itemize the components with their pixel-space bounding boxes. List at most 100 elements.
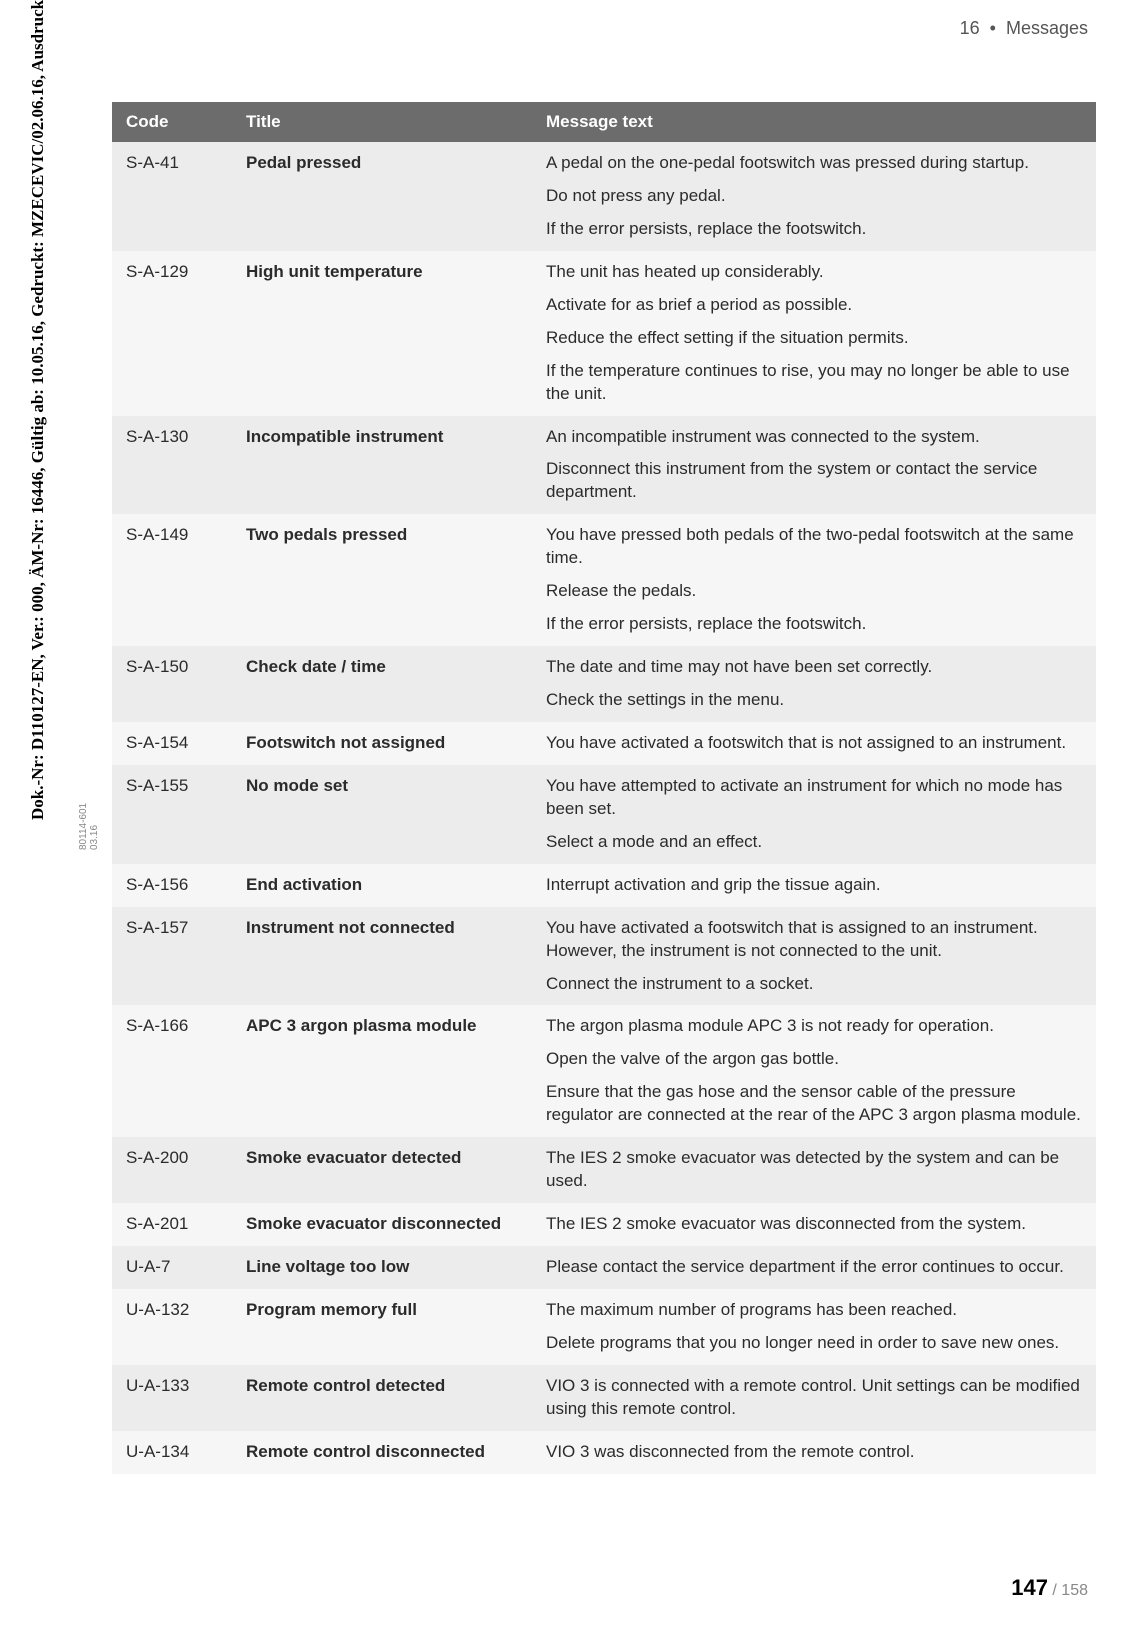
title-cell: Instrument not connected	[232, 907, 532, 1006]
message-cell: VIO 3 was disconnected from the remote c…	[532, 1431, 1096, 1474]
title-cell: Smoke evacuator detected	[232, 1137, 532, 1203]
message-paragraph: You have pressed both pedals of the two-…	[546, 524, 1082, 570]
title-cell: Remote control detected	[232, 1365, 532, 1431]
code-cell: S-A-41	[112, 142, 232, 251]
message-cell: You have attempted to activate an instru…	[532, 765, 1096, 864]
code-cell: S-A-155	[112, 765, 232, 864]
table-row: S-A-200Smoke evacuator detected The IES 2…	[112, 1137, 1096, 1203]
message-cell: The date and time may not have been set …	[532, 646, 1096, 722]
code-cell: S-A-129	[112, 251, 232, 416]
table-row: S-A-156End activation Interrupt activatio…	[112, 864, 1096, 907]
code-cell: S-A-150	[112, 646, 232, 722]
code-cell: S-A-200	[112, 1137, 232, 1203]
message-cell: You have activated a footswitch that is …	[532, 722, 1096, 765]
chapter-title: Messages	[1006, 18, 1088, 38]
message-paragraph: You have activated a footswitch that is …	[546, 732, 1082, 755]
code-cell: S-A-201	[112, 1203, 232, 1246]
table-row: S-A-154Footswitch not assigned You have a…	[112, 722, 1096, 765]
title-cell: Line voltage too low	[232, 1246, 532, 1289]
message-paragraph: Activate for as brief a period as possib…	[546, 294, 1082, 317]
title-cell: No mode set	[232, 765, 532, 864]
message-cell: The IES 2 smoke evacuator was detected b…	[532, 1137, 1096, 1203]
message-cell: An incompatible instrument was connected…	[532, 416, 1096, 515]
message-paragraph: VIO 3 is connected with a remote control…	[546, 1375, 1082, 1421]
message-paragraph: Check the settings in the menu.	[546, 689, 1082, 712]
message-cell: The unit has heated up considerably. Acti…	[532, 251, 1096, 416]
code-cell: S-A-149	[112, 514, 232, 646]
message-cell: You have pressed both pedals of the two-…	[532, 514, 1096, 646]
message-paragraph: The IES 2 smoke evacuator was detected b…	[546, 1147, 1082, 1193]
code-cell: S-A-166	[112, 1005, 232, 1137]
col-header-msg: Message text	[532, 102, 1096, 142]
message-paragraph: Ensure that the gas hose and the sensor …	[546, 1081, 1082, 1127]
message-paragraph: Select a mode and an effect.	[546, 831, 1082, 854]
code-cell: S-A-156	[112, 864, 232, 907]
title-cell: APC 3 argon plasma module	[232, 1005, 532, 1137]
table-row: S-A-41Pedal pressed A pedal on the one-pe…	[112, 142, 1096, 251]
code-cell: S-A-157	[112, 907, 232, 1006]
message-paragraph: Interrupt activation and grip the tissue…	[546, 874, 1082, 897]
message-paragraph: Release the pedals.	[546, 580, 1082, 603]
table-row: S-A-166APC 3 argon plasma module The argo…	[112, 1005, 1096, 1137]
message-paragraph: A pedal on the one-pedal footswitch was …	[546, 152, 1082, 175]
side-doc-info: Dok.-Nr: D110127-EN, Ver.: 000, ÄM-Nr: 1…	[28, 0, 48, 820]
message-cell: You have activated a footswitch that is …	[532, 907, 1096, 1006]
title-cell: Two pedals pressed	[232, 514, 532, 646]
message-cell: Interrupt activation and grip the tissue…	[532, 864, 1096, 907]
chapter-number: 16	[960, 18, 980, 38]
message-paragraph: Please contact the service department if…	[546, 1256, 1082, 1279]
table-row: S-A-157Instrument not connected You have …	[112, 907, 1096, 1006]
code-cell: U-A-134	[112, 1431, 232, 1474]
message-paragraph: Open the valve of the argon gas bottle.	[546, 1048, 1082, 1071]
message-paragraph: An incompatible instrument was connected…	[546, 426, 1082, 449]
message-cell: VIO 3 is connected with a remote control…	[532, 1365, 1096, 1431]
message-cell: The IES 2 smoke evacuator was disconnect…	[532, 1203, 1096, 1246]
message-paragraph: Do not press any pedal.	[546, 185, 1082, 208]
message-paragraph: Connect the instrument to a socket.	[546, 973, 1082, 996]
message-paragraph: If the error persists, replace the foots…	[546, 613, 1082, 636]
table-row: S-A-129High unit temperatureThe unit has…	[112, 251, 1096, 416]
messages-table: Code Title Message text S-A-41Pedal pres…	[112, 102, 1096, 1474]
code-cell: U-A-133	[112, 1365, 232, 1431]
code-cell: U-A-132	[112, 1289, 232, 1365]
message-cell: The argon plasma module APC 3 is not rea…	[532, 1005, 1096, 1137]
message-paragraph: You have activated a footswitch that is …	[546, 917, 1082, 963]
messages-table-wrap: Code Title Message text S-A-41Pedal pres…	[112, 102, 1096, 1474]
side-small-line2: 03.16	[89, 825, 100, 850]
table-row: S-A-201Smoke evacuator disconnected The I…	[112, 1203, 1096, 1246]
title-cell: Check date / time	[232, 646, 532, 722]
col-header-title: Title	[232, 102, 532, 142]
bullet: •	[990, 18, 996, 38]
table-row: U-A-132Program memory fullThe maximum nu…	[112, 1289, 1096, 1365]
code-cell: U-A-7	[112, 1246, 232, 1289]
code-cell: S-A-154	[112, 722, 232, 765]
message-cell: Please contact the service department if…	[532, 1246, 1096, 1289]
message-cell: A pedal on the one-pedal footswitch was …	[532, 142, 1096, 251]
message-paragraph: Delete programs that you no longer need …	[546, 1332, 1082, 1355]
title-cell: Smoke evacuator disconnected	[232, 1203, 532, 1246]
message-paragraph: If the temperature continues to rise, yo…	[546, 360, 1082, 406]
table-header-row: Code Title Message text	[112, 102, 1096, 142]
chapter-header: 16 • Messages	[960, 18, 1088, 39]
table-row: U-A-134Remote control disconnected VIO 3 …	[112, 1431, 1096, 1474]
title-cell: End activation	[232, 864, 532, 907]
current-page: 147	[1011, 1575, 1048, 1600]
table-row: S-A-149Two pedals pressed You have presse…	[112, 514, 1096, 646]
message-paragraph: The IES 2 smoke evacuator was disconnect…	[546, 1213, 1082, 1236]
message-paragraph: The unit has heated up considerably.	[546, 261, 1082, 284]
table-row: U-A-133Remote control detected VIO 3 is c…	[112, 1365, 1096, 1431]
message-paragraph: If the error persists, replace the foots…	[546, 218, 1082, 241]
page-separator: /	[1048, 1582, 1061, 1599]
message-paragraph: VIO 3 was disconnected from the remote c…	[546, 1441, 1082, 1464]
table-row: U-A-7Line voltage too low Please contact …	[112, 1246, 1096, 1289]
title-cell: Incompatible instrument	[232, 416, 532, 515]
title-cell: Footswitch not assigned	[232, 722, 532, 765]
message-cell: The maximum number of programs has been …	[532, 1289, 1096, 1365]
title-cell: Remote control disconnected	[232, 1431, 532, 1474]
side-small-print: 80114-601 03.16	[78, 803, 100, 850]
message-paragraph: You have attempted to activate an instru…	[546, 775, 1082, 821]
title-cell: Pedal pressed	[232, 142, 532, 251]
message-paragraph: The argon plasma module APC 3 is not rea…	[546, 1015, 1082, 1038]
side-small-line1: 80114-601	[78, 803, 89, 850]
code-cell: S-A-130	[112, 416, 232, 515]
